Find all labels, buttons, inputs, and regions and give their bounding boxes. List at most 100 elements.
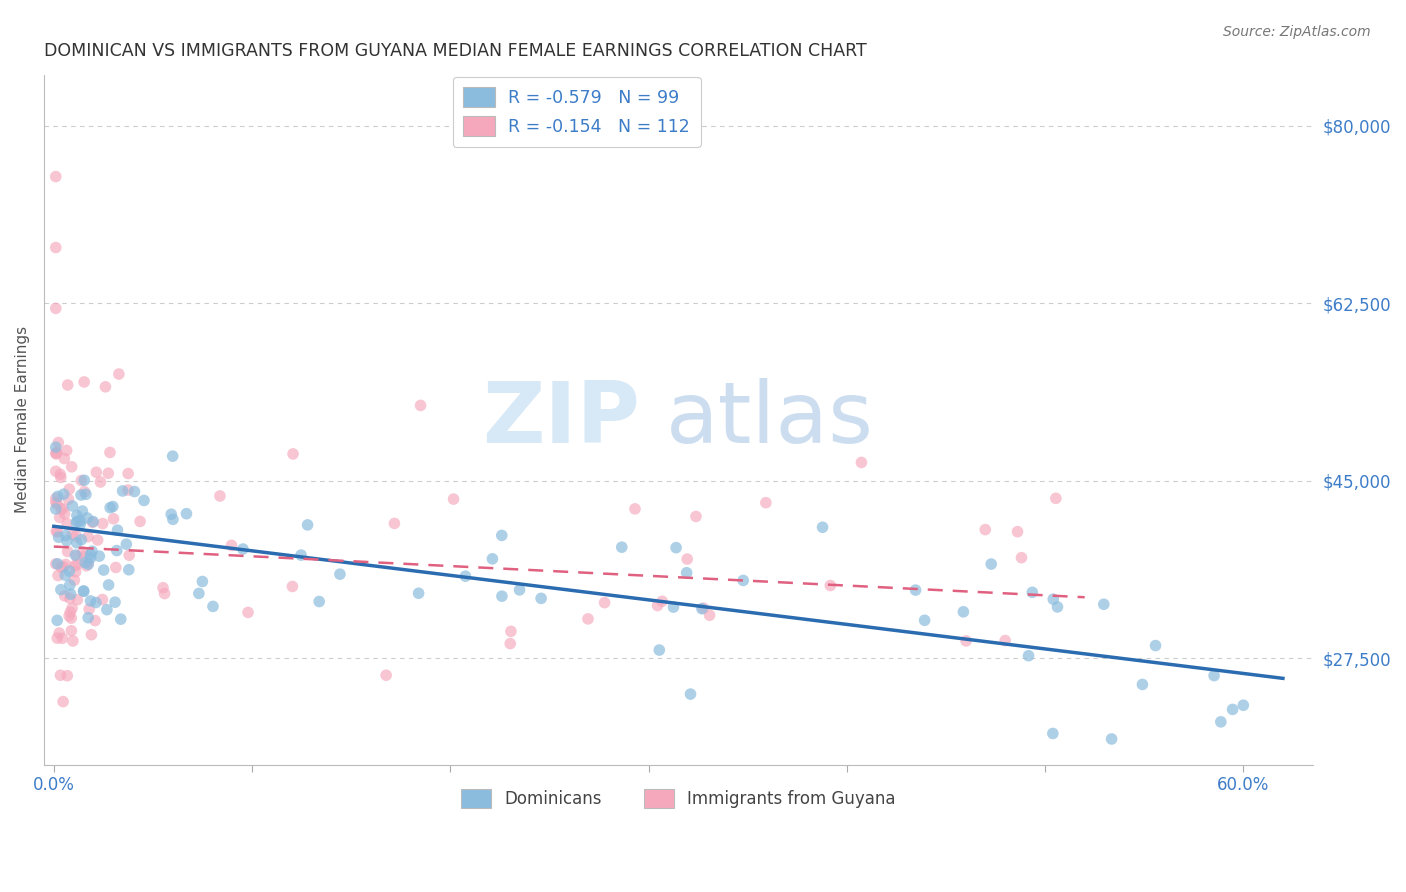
Point — [72, 584, 94, 599]
Point — [46, 557, 69, 571]
Point — [952, 605, 974, 619]
Point — [86, 533, 108, 547]
Point — [77, 610, 100, 624]
Point — [59, 605, 82, 619]
Point — [45, 446, 67, 460]
Point — [84, 595, 107, 609]
Point — [409, 398, 432, 412]
Point — [651, 594, 673, 608]
Point — [675, 566, 697, 580]
Point — [152, 581, 174, 595]
Point — [733, 574, 755, 588]
Point — [679, 687, 702, 701]
Point — [55, 528, 77, 542]
Point — [55, 443, 77, 458]
Point — [1144, 639, 1167, 653]
Point — [904, 583, 927, 598]
Point — [1222, 702, 1244, 716]
Point — [1204, 668, 1226, 682]
Point — [851, 455, 873, 469]
Point — [53, 568, 76, 582]
Point — [66, 558, 89, 572]
Point — [73, 375, 96, 389]
Point — [101, 500, 124, 514]
Point — [52, 559, 75, 574]
Point — [72, 504, 94, 518]
Point — [45, 301, 67, 316]
Point — [56, 544, 79, 558]
Point — [980, 557, 1002, 571]
Point — [58, 482, 80, 496]
Point — [676, 552, 699, 566]
Point — [499, 624, 522, 639]
Point — [46, 568, 69, 582]
Point — [45, 241, 67, 255]
Point — [491, 528, 513, 542]
Point — [375, 668, 398, 682]
Point — [55, 558, 77, 572]
Point — [82, 515, 104, 529]
Point — [662, 600, 685, 615]
Point — [70, 488, 93, 502]
Point — [91, 516, 114, 531]
Point — [51, 560, 73, 574]
Point — [1232, 698, 1254, 713]
Point — [52, 695, 75, 709]
Point — [49, 467, 72, 482]
Point — [49, 582, 72, 597]
Point — [56, 669, 79, 683]
Point — [60, 527, 83, 541]
Point — [408, 586, 430, 600]
Point — [45, 557, 67, 571]
Point — [384, 516, 406, 531]
Point — [665, 541, 688, 555]
Point — [82, 544, 104, 558]
Point — [51, 502, 73, 516]
Point — [624, 501, 647, 516]
Point — [62, 499, 84, 513]
Point — [290, 548, 312, 562]
Point — [73, 556, 96, 570]
Point — [129, 515, 152, 529]
Point — [73, 473, 96, 487]
Point — [104, 595, 127, 609]
Point — [115, 537, 138, 551]
Point — [69, 514, 91, 528]
Point — [46, 497, 69, 511]
Point — [51, 632, 73, 646]
Point — [96, 602, 118, 616]
Point — [59, 578, 82, 592]
Point — [820, 578, 842, 592]
Point — [46, 435, 69, 450]
Point — [97, 467, 120, 481]
Text: ZIP: ZIP — [482, 378, 640, 461]
Point — [153, 586, 176, 600]
Point — [56, 516, 79, 531]
Point — [76, 511, 98, 525]
Point — [117, 483, 139, 497]
Point — [66, 536, 89, 550]
Point — [65, 529, 87, 543]
Point — [281, 447, 304, 461]
Point — [104, 560, 127, 574]
Point — [48, 626, 70, 640]
Point — [60, 624, 83, 638]
Point — [648, 643, 671, 657]
Point — [82, 516, 104, 530]
Point — [576, 612, 599, 626]
Point — [91, 592, 114, 607]
Text: Source: ZipAtlas.com: Source: ZipAtlas.com — [1223, 25, 1371, 39]
Point — [1007, 524, 1029, 539]
Point — [118, 548, 141, 562]
Point — [1092, 597, 1115, 611]
Point — [105, 543, 128, 558]
Point — [60, 459, 83, 474]
Point — [98, 445, 121, 459]
Point — [329, 567, 352, 582]
Point — [79, 548, 101, 562]
Point — [1132, 677, 1154, 691]
Point — [755, 496, 778, 510]
Point — [994, 633, 1017, 648]
Point — [46, 490, 69, 504]
Point — [692, 601, 714, 615]
